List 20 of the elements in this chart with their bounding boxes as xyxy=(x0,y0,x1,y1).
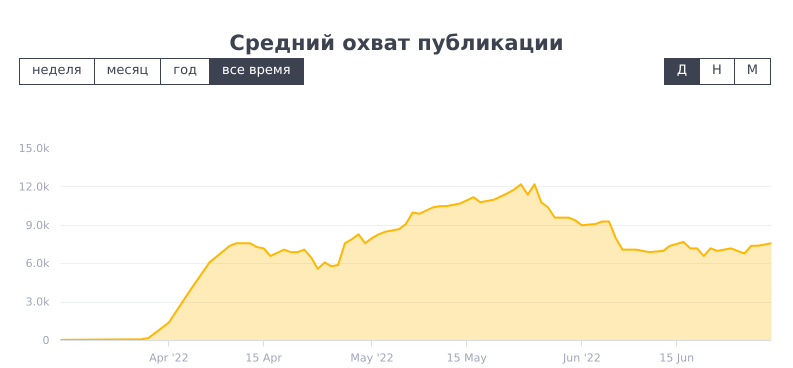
y-tick-label: 15.0k xyxy=(18,142,50,155)
chart-title: Средний охват публикации xyxy=(229,30,564,57)
y-tick-label: 6.0k xyxy=(26,257,50,270)
text: Д xyxy=(664,58,700,85)
y-tick-label: 9.0k xyxy=(26,218,50,232)
x-tick-label: 15 Jun xyxy=(659,352,694,364)
x-tick-label: Apr '22 xyxy=(149,352,189,364)
text: все время xyxy=(209,58,304,85)
x-tick-label: 15 Apr xyxy=(245,352,282,364)
y-tick-label: 12.0k xyxy=(18,180,50,194)
y-tick-label: 3.0k xyxy=(26,296,50,309)
text: год xyxy=(160,58,210,85)
text: неделя xyxy=(19,58,95,85)
x-tick-label: 15 May xyxy=(446,352,488,364)
x-tick-label: May '22 xyxy=(350,352,394,364)
y-tick-label: 0 xyxy=(42,334,50,347)
text: месяц xyxy=(94,58,162,85)
x-tick-label: Jun '22 xyxy=(562,352,601,364)
text: Н xyxy=(699,58,735,85)
text: М xyxy=(734,58,771,85)
